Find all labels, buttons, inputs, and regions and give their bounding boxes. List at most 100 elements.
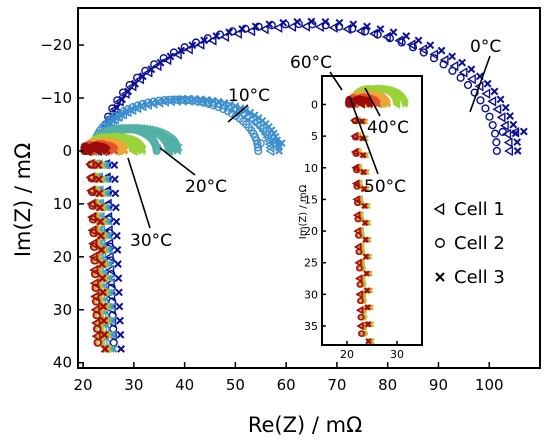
leader-line xyxy=(329,71,343,91)
data-point-triangle xyxy=(353,242,362,252)
inset-y-tick-label: 10 xyxy=(304,162,318,175)
data-point-circle xyxy=(193,97,203,106)
data-point-cross xyxy=(506,112,514,120)
data-point-triangle xyxy=(354,274,363,283)
x-tick-label: 80 xyxy=(378,376,397,394)
x-tick-label: 100 xyxy=(475,376,504,394)
data-point-cross xyxy=(131,79,139,88)
data-point-circle xyxy=(89,242,99,251)
inset-background xyxy=(322,76,422,345)
data-point-cross xyxy=(437,46,446,55)
data-point-cross xyxy=(137,102,145,111)
data-point-circle xyxy=(191,38,201,47)
data-point-circle xyxy=(358,330,365,337)
data-point-triangle xyxy=(355,290,363,299)
data-point-cross xyxy=(501,103,510,112)
data-point-circle xyxy=(169,48,178,57)
data-point-cross xyxy=(277,139,286,148)
data-point-cross xyxy=(142,100,151,109)
data-point-triangle xyxy=(354,258,362,267)
data-point-cross xyxy=(349,20,358,29)
data-point-circle xyxy=(159,54,168,63)
data-point-triangle xyxy=(394,35,404,46)
x-tick-label: 40 xyxy=(175,376,194,394)
data-point-triangle xyxy=(356,321,364,331)
data-point-circle xyxy=(87,174,96,183)
data-point-cross xyxy=(208,96,217,105)
data-point-cross xyxy=(307,17,316,26)
data-point-circle xyxy=(353,166,360,174)
data-point-cross xyxy=(509,120,518,129)
data-point-circle xyxy=(492,146,501,156)
data-point-triangle xyxy=(245,113,255,125)
data-point-cross xyxy=(111,189,120,198)
y-tick-label: 30 xyxy=(53,301,72,319)
data-point-cross xyxy=(98,288,107,297)
y-tick-label: 40 xyxy=(53,354,72,372)
data-point-cross xyxy=(376,25,385,33)
data-point-circle xyxy=(90,256,99,265)
data-point-cross xyxy=(111,175,119,184)
data-point-triangle xyxy=(246,25,256,37)
leader-line xyxy=(469,55,491,113)
data-point-cross xyxy=(178,94,186,103)
inset-x-tick-label: 20 xyxy=(340,348,354,361)
data-point-cross xyxy=(156,58,165,67)
data-point-cross xyxy=(265,20,274,29)
inset-axes: 20 30 0 5 10 15 20 25 30 35 xyxy=(304,75,423,361)
y-tick-label: 0 xyxy=(62,142,72,160)
data-point-cross xyxy=(321,17,330,26)
data-point-cross xyxy=(458,58,467,67)
data-point-triangle xyxy=(466,73,476,85)
data-point-triangle xyxy=(503,137,513,148)
data-point-cross xyxy=(226,100,234,109)
data-point-cross xyxy=(359,152,366,159)
data-point-cross xyxy=(519,127,528,136)
legend-label: Cell 1 xyxy=(454,199,505,220)
inset-y-tick-label: 5 xyxy=(311,130,318,143)
data-point-circle xyxy=(87,187,97,197)
data-point-cross xyxy=(214,97,223,106)
data-point-triangle xyxy=(433,202,445,216)
data-point-cross xyxy=(100,345,109,353)
temperature-label: 40°C xyxy=(367,118,409,138)
data-point-cross xyxy=(102,146,111,155)
data-point-circle xyxy=(352,133,359,141)
data-point-circle xyxy=(180,43,189,52)
data-point-circle xyxy=(408,43,418,52)
data-point-cross xyxy=(279,18,288,27)
data-point-circle xyxy=(256,139,265,148)
data-point-cross xyxy=(362,253,369,260)
data-point-circle xyxy=(439,60,448,69)
data-point-cross xyxy=(361,219,368,226)
data-point-triangle xyxy=(97,251,107,263)
data-point-cross xyxy=(113,246,122,254)
data-point-triangle xyxy=(241,111,251,122)
data-point-cross xyxy=(94,175,103,184)
data-point-circle xyxy=(355,232,362,239)
data-point-cross xyxy=(513,147,522,155)
data-point-cross xyxy=(220,99,229,107)
data-point-circle xyxy=(490,129,500,138)
data-point-triangle xyxy=(265,145,275,157)
data-point-cross xyxy=(384,99,392,107)
data-point-cross xyxy=(414,36,423,45)
data-point-circle xyxy=(492,138,501,147)
data-point-cross xyxy=(112,217,121,226)
data-point-circle xyxy=(353,183,361,190)
data-point-cross xyxy=(365,338,372,345)
data-point-cross xyxy=(335,18,344,27)
data-point-cross xyxy=(97,246,106,254)
data-point-circle xyxy=(152,146,161,156)
data-point-circle xyxy=(92,311,101,320)
data-point-cross xyxy=(435,272,445,282)
data-point-circle xyxy=(356,264,363,272)
data-point-circle xyxy=(470,88,479,97)
data-point-cross xyxy=(126,106,135,115)
data-point-triangle xyxy=(88,251,98,263)
main-axis-frame xyxy=(77,7,541,369)
data-point-circle xyxy=(166,95,175,104)
data-point-triangle xyxy=(89,264,99,276)
leader-line xyxy=(227,104,249,123)
x-tick-label: 20 xyxy=(74,376,93,394)
